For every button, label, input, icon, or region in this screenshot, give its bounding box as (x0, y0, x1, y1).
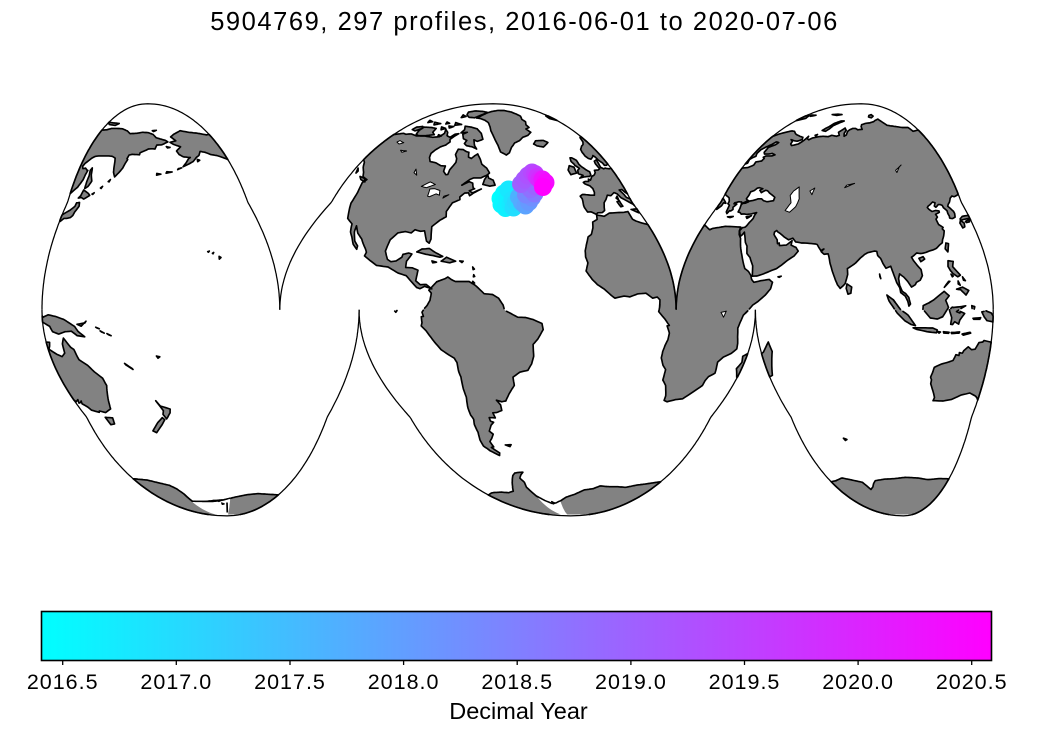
svg-text:5904769, 297 profiles, 2016-06: 5904769, 297 profiles, 2016-06-01 to 202… (210, 8, 839, 36)
svg-text:2017.5: 2017.5 (254, 670, 326, 694)
svg-text:Decimal Year: Decimal Year (449, 698, 588, 724)
svg-text:2019.0: 2019.0 (595, 670, 667, 694)
svg-text:2020.5: 2020.5 (936, 670, 1008, 694)
svg-text:2019.5: 2019.5 (709, 670, 781, 694)
svg-text:2017.0: 2017.0 (140, 670, 212, 694)
svg-text:2016.5: 2016.5 (27, 670, 99, 694)
svg-text:2018.5: 2018.5 (481, 670, 553, 694)
svg-text:2018.0: 2018.0 (368, 670, 440, 694)
svg-text:2020.0: 2020.0 (822, 670, 894, 694)
